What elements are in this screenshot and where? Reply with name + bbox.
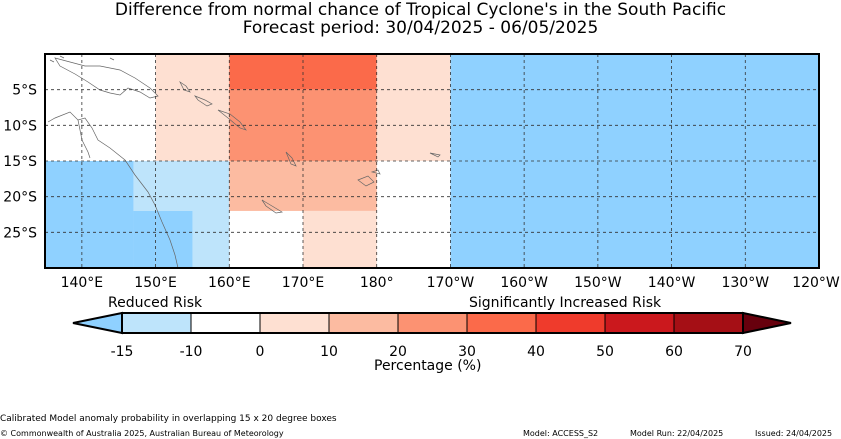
colorbar-ticks: -15 -10 0 10 20 30 40 50 60 70 <box>111 344 752 360</box>
colorbar-segments <box>72 311 792 335</box>
latitude-labels: 5°S 10°S 15°S 20°S 25°S <box>3 83 37 242</box>
longitude-tick-label: 170°W <box>427 275 475 290</box>
forecast-period: Forecast period: 30/04/2025 - 06/05/2025 <box>242 18 599 38</box>
colorbar-tick-label: -10 <box>180 344 203 360</box>
longitude-tick-label: 140°W <box>648 275 696 290</box>
colorbar-segment <box>604 312 675 334</box>
colorbar-tick-label: 30 <box>458 344 476 360</box>
colorbar-tick-label: 10 <box>320 344 338 360</box>
coastline-samoa <box>429 152 441 158</box>
longitude-tick-label: 150°E <box>134 275 177 290</box>
footer-note: Calibrated Model anomaly probability in … <box>0 414 337 424</box>
colorbar-min-extend <box>72 311 123 335</box>
latitude-tick-label: 5°S <box>12 83 37 99</box>
longitude-tick-label: 180° <box>360 275 394 290</box>
colorbar-tick-label: 50 <box>596 344 614 360</box>
graticule <box>45 54 819 268</box>
longitude-tick-label: 120°W <box>792 275 840 290</box>
coastlines <box>47 55 441 269</box>
longitude-labels: 140°E 150°E 160°E 170°E 180° 170°W 160°W 150°W 1… <box>61 275 840 290</box>
coastline-vanuatu <box>285 151 297 167</box>
risk-cell-2 <box>133 210 156 268</box>
colorbar-tick-label: 20 <box>389 344 407 360</box>
coastline-small <box>49 55 115 63</box>
colorbar-segment <box>397 312 468 334</box>
longitude-tick-label: 160°E <box>208 275 251 290</box>
risk-cell-9 <box>303 210 377 268</box>
coastline-islands-3 <box>179 80 191 93</box>
anomaly-map: 140°E 150°E 160°E 170°E 180° 170°W 160°W 150°W 1… <box>3 53 840 290</box>
coastline-fiji <box>357 175 375 187</box>
coastline-north-australia <box>47 111 179 269</box>
map-title: Difference from normal chance of Tropica… <box>114 0 727 20</box>
colorbar-segment <box>190 312 261 334</box>
coastline-fiji-2 <box>370 169 381 175</box>
colorbar-tick-label: 40 <box>527 344 545 360</box>
colorbar-tick-label: -15 <box>111 344 134 360</box>
latitude-tick-label: 15°S <box>3 154 37 170</box>
map-frame <box>44 53 820 269</box>
longitude-tick-label: 170°E <box>282 275 325 290</box>
latitude-tick-label: 25°S <box>3 225 37 241</box>
coastline-new-guinea <box>54 57 159 99</box>
colorbar-segment <box>535 312 606 334</box>
risk-cell-4 <box>192 210 230 268</box>
longitude-tick-label: 160°W <box>500 275 548 290</box>
footer-issued: Issued: 24/04/2025 <box>755 429 833 438</box>
longitude-tick-label: 130°W <box>721 275 769 290</box>
risk-cell-1 <box>133 161 230 211</box>
risk-cell-10 <box>376 54 451 161</box>
colorbar-segment <box>259 312 330 334</box>
coastline-new-caledonia <box>261 199 283 214</box>
risk-cell-5 <box>155 54 230 161</box>
latitude-tick-label: 20°S <box>3 190 37 206</box>
footer-model: Model: ACCESS_S2 <box>523 429 599 438</box>
risk-cell-0 <box>45 161 134 268</box>
reduced-risk-label: Reduced Risk <box>108 295 203 311</box>
colorbar-segment <box>328 312 399 334</box>
colorbar-tick-label: 70 <box>734 344 752 360</box>
coastline-gulf <box>77 119 91 159</box>
risk-cell-6 <box>229 54 377 90</box>
colorbar-segment <box>121 312 192 334</box>
footer-model-run: Model Run: 22/04/2025 <box>630 429 724 438</box>
coastline-islands-1 <box>193 95 213 107</box>
colorbar-segment <box>673 312 744 334</box>
colorbar-tick-label: 60 <box>665 344 683 360</box>
colorbar-segment <box>466 312 537 334</box>
longitude-tick-label: 150°W <box>574 275 622 290</box>
coastline-islands-2 <box>217 109 247 131</box>
colorbar-unit-label: Percentage (%) <box>374 358 482 374</box>
colorbar-max-extend <box>742 311 792 335</box>
latitude-tick-label: 10°S <box>3 118 37 134</box>
footer-copyright: © Commonwealth of Australia 2025, Austra… <box>0 429 284 438</box>
colorbar-frame <box>121 312 744 334</box>
longitude-tick-label: 140°E <box>61 275 104 290</box>
increased-risk-label: Significantly Increased Risk <box>469 295 662 311</box>
colorbar-tick-label: 0 <box>256 344 265 360</box>
